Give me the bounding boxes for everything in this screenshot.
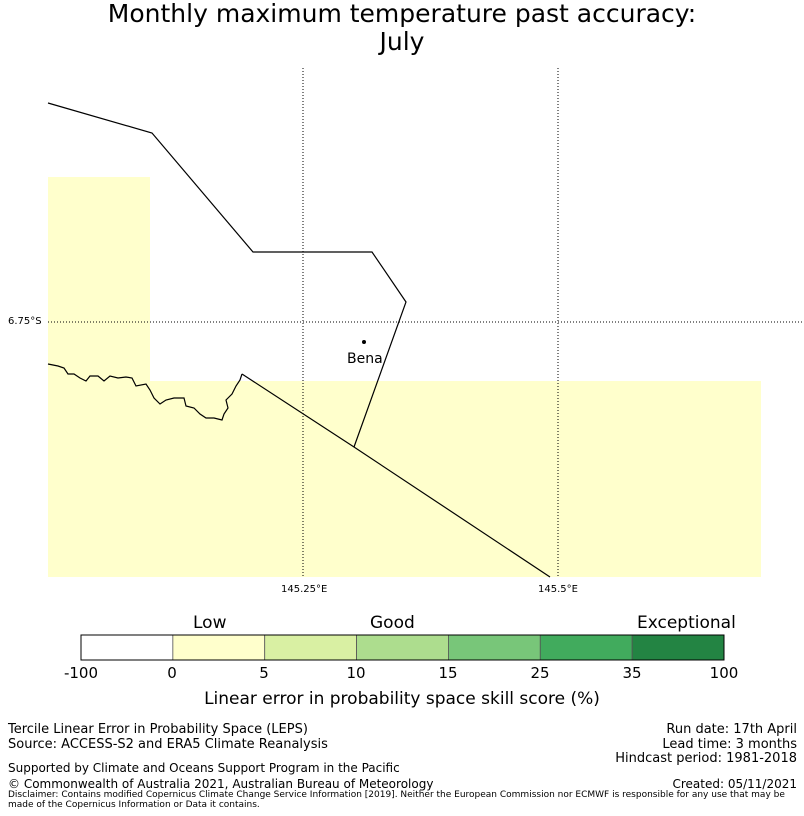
province-borders (47, 102, 551, 578)
footer-method: Tercile Linear Error in Probability Spac… (8, 722, 308, 737)
colorbar-category-exceptional: Exceptional (637, 613, 736, 633)
border-river (47, 363, 243, 421)
footer-lead-time: Lead time: 3 months (662, 737, 797, 752)
skill-cell-south (150, 381, 761, 577)
colorbar-tick-3: 5 (259, 664, 269, 682)
colorbar-category-good: Good (370, 613, 415, 633)
colorbar-tick-8: 100 (709, 664, 739, 682)
skill-fill-layer (48, 177, 761, 577)
colorbar-tick-2: 0 (167, 664, 177, 682)
colorbar-swatch-6 (539, 634, 633, 661)
place-marker-bena (362, 340, 366, 344)
footer-hindcast: Hindcast period: 1981-2018 (615, 751, 797, 766)
lon-tick-label-1: 145.25°E (281, 584, 328, 595)
colorbar-swatch-2 (172, 634, 266, 661)
footer-created: Created: 05/11/2021 (672, 777, 797, 791)
colorbar-category-low: Low (193, 613, 227, 633)
border-south (241, 373, 551, 578)
footer-run-date: Run date: 17th April (666, 722, 797, 737)
colorbar-swatch-1 (80, 634, 174, 661)
colorbar-tick-1: -100 (63, 664, 99, 682)
graticule (48, 68, 804, 577)
chart-title-line2: July (379, 27, 425, 56)
border-north (47, 102, 407, 448)
colorbar-axis-label: Linear error in probability space skill … (204, 689, 600, 709)
colorbar-tick-5: 15 (438, 664, 458, 682)
colorbar-swatch-7 (631, 634, 725, 661)
footer-support: Supported by Climate and Oceans Support … (8, 761, 400, 775)
footer-source: Source: ACCESS-S2 and ERA5 Climate Reana… (8, 737, 328, 752)
colorbar-swatch-5 (448, 634, 541, 661)
chart-title-line1: Monthly maximum temperature past accurac… (107, 0, 697, 28)
colorbar-tick-6: 25 (530, 664, 550, 682)
colorbar-swatch-3 (264, 634, 357, 661)
colorbar (80, 634, 725, 661)
footer-copyright: © Commonwealth of Australia 2021, Austra… (8, 777, 434, 791)
colorbar-swatch-4 (356, 634, 449, 661)
footer-disclaimer: Disclaimer: Contains modified Copernicus… (8, 790, 785, 810)
place-label-bena: Bena (347, 351, 383, 367)
colorbar-tick-7: 35 (622, 664, 642, 682)
colorbar-tick-4: 10 (346, 664, 366, 682)
lon-tick-label-2: 145.5°E (538, 584, 578, 595)
lat-tick-label: 6.75°S (8, 316, 42, 327)
